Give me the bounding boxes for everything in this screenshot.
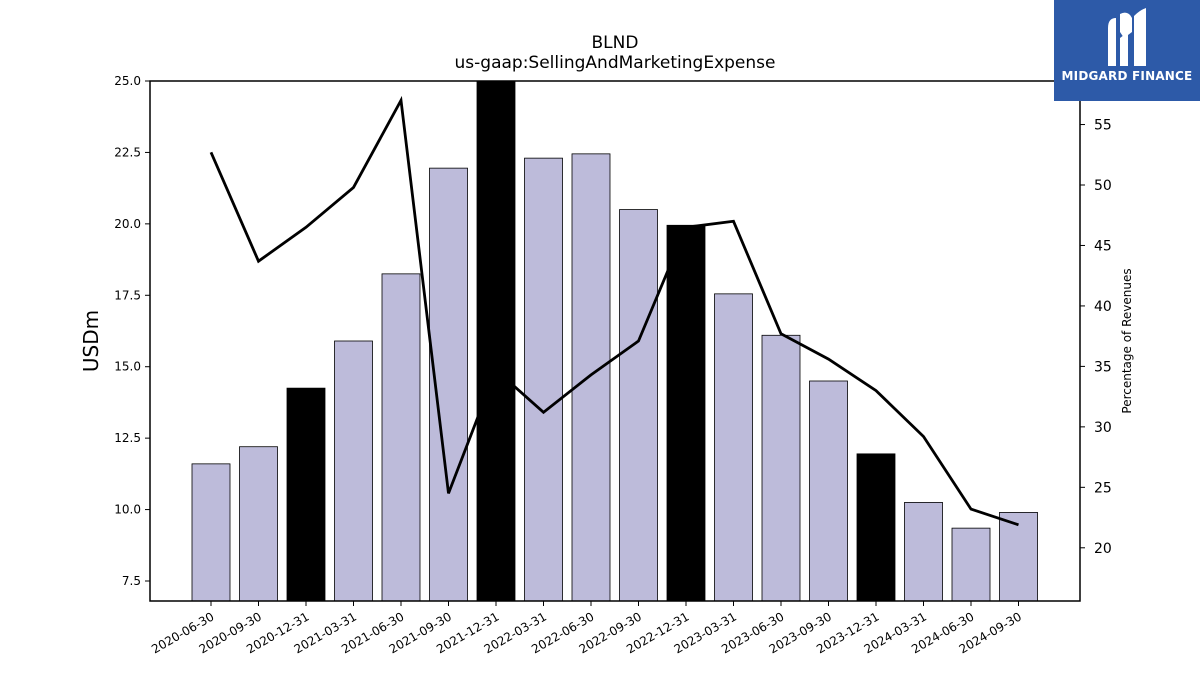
chart-title: BLND <box>592 33 639 53</box>
bar <box>761 334 801 602</box>
y-tick-label: 22.5 <box>114 145 141 159</box>
x-axis: 2020-06-302020-09-302020-12-312021-03-31… <box>149 601 1024 656</box>
y-tick-label: 25.0 <box>114 74 141 88</box>
y-tick-label: 12.5 <box>114 431 141 445</box>
bar <box>571 153 611 602</box>
bar <box>666 224 706 602</box>
percentage-line-path <box>209 95 1019 527</box>
y-tick-label: 17.5 <box>114 288 141 302</box>
logo: MIDGARD FINANCE <box>1054 0 1200 101</box>
bar <box>524 157 563 602</box>
bars <box>191 80 1038 602</box>
y2-tick-label: 25 <box>1094 480 1112 496</box>
bar <box>951 527 991 602</box>
bar <box>286 387 326 602</box>
percentage-line <box>209 95 1019 527</box>
y2-tick-label: 50 <box>1094 178 1112 194</box>
y-axis: 7.5 10.0 12.5 15.0 17.5 20.0 22.5 25.0 <box>114 74 150 588</box>
logo-text: MIDGARD FINANCE <box>1061 69 1193 83</box>
y2-tick-label: 55 <box>1094 118 1112 134</box>
y-tick-label: 20.0 <box>114 217 141 231</box>
bar <box>191 463 231 602</box>
logo-mark-icon <box>1108 8 1146 66</box>
chart-subtitle: us-gaap:SellingAndMarketingExpense <box>455 53 776 73</box>
y-tick-label: 10.0 <box>114 503 141 517</box>
y2-axis: 20 25 30 35 40 45 50 55 <box>1080 118 1112 557</box>
bar <box>714 293 753 602</box>
y2-axis-label: Percentage of Revenues <box>1120 268 1134 413</box>
bar <box>809 380 848 602</box>
y2-tick-label: 45 <box>1094 238 1112 254</box>
bar <box>334 340 373 602</box>
bar <box>381 273 421 602</box>
bar <box>856 453 896 602</box>
y2-tick-label: 20 <box>1094 541 1112 557</box>
bar <box>904 502 943 602</box>
bar <box>476 80 516 602</box>
y2-tick-label: 35 <box>1094 359 1112 375</box>
bar <box>999 512 1038 602</box>
y2-tick-label: 40 <box>1094 299 1112 315</box>
y2-tick-label: 30 <box>1094 420 1112 436</box>
y-axis-label: USDm <box>79 310 103 372</box>
y-tick-label: 7.5 <box>122 574 141 588</box>
y-tick-label: 15.0 <box>114 360 141 374</box>
bar <box>619 209 658 602</box>
bar <box>239 446 278 602</box>
plot-frame <box>149 80 1081 602</box>
